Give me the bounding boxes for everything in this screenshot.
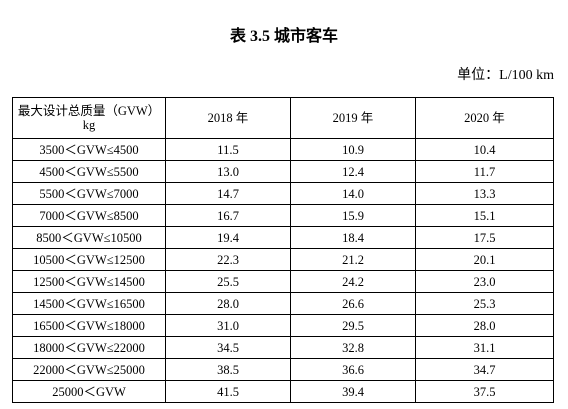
value-cell: 23.0 xyxy=(415,270,554,293)
row-label: 5500＜GVW≤7000 xyxy=(12,182,166,205)
data-row: 18000＜GVW≤22000 34.5 32.8 31.1 xyxy=(12,336,554,359)
value-cell: 11.5 xyxy=(165,138,291,161)
value-cell: 15.9 xyxy=(290,204,416,227)
value-cell: 29.5 xyxy=(290,314,416,337)
data-row: 10500＜GVW≤12500 22.3 21.2 20.1 xyxy=(12,248,554,271)
value-cell: 38.5 xyxy=(165,358,291,381)
column-header: 2020 年 xyxy=(415,97,554,139)
data-row: 3500＜GVW≤4500 11.5 10.9 10.4 xyxy=(12,138,554,161)
row-label: 16500＜GVW≤18000 xyxy=(12,314,166,337)
row-label: 10500＜GVW≤12500 xyxy=(12,248,166,271)
value-cell: 25.3 xyxy=(415,292,554,315)
data-row: 25000＜GVW 41.5 39.4 37.5 xyxy=(12,380,554,403)
header-row: 最大设计总质量（GVW） kg 2018 年 2019 年 2020 年 xyxy=(12,97,554,139)
data-row: 16500＜GVW≤18000 31.0 29.5 28.0 xyxy=(12,314,554,337)
data-row: 14500＜GVW≤16500 28.0 26.6 25.3 xyxy=(12,292,554,315)
value-cell: 19.4 xyxy=(165,226,291,249)
value-cell: 14.7 xyxy=(165,182,291,205)
data-row: 8500＜GVW≤10500 19.4 18.4 17.5 xyxy=(12,226,554,249)
data-row: 12500＜GVW≤14500 25.5 24.2 23.0 xyxy=(12,270,554,293)
row-label: 25000＜GVW xyxy=(12,380,166,403)
value-cell: 28.0 xyxy=(165,292,291,315)
value-cell: 28.0 xyxy=(415,314,554,337)
value-cell: 25.5 xyxy=(165,270,291,293)
row-label: 18000＜GVW≤22000 xyxy=(12,336,166,359)
corner-line: kg xyxy=(82,118,96,132)
value-cell: 10.4 xyxy=(415,138,554,161)
value-cell: 41.5 xyxy=(165,380,291,403)
data-row: 5500＜GVW≤7000 14.7 14.0 13.3 xyxy=(12,182,554,205)
unit-label: 单位：L/100 km xyxy=(457,68,554,83)
value-cell: 26.6 xyxy=(290,292,416,315)
data-table: 最大设计总质量（GVW） kg 2018 年 2019 年 2020 年 3500＜GVW… xyxy=(12,97,554,403)
value-cell: 31.1 xyxy=(415,336,554,359)
value-cell: 34.5 xyxy=(165,336,291,359)
value-cell: 24.2 xyxy=(290,270,416,293)
value-cell: 10.9 xyxy=(290,138,416,161)
data-row: 4500＜GVW≤5500 13.0 12.4 11.7 xyxy=(12,160,554,183)
data-row: 22000＜GVW≤25000 38.5 36.6 34.7 xyxy=(12,358,554,381)
row-label: 8500＜GVW≤10500 xyxy=(12,226,166,249)
value-cell: 11.7 xyxy=(415,160,554,183)
value-cell: 15.1 xyxy=(415,204,554,227)
value-cell: 12.4 xyxy=(290,160,416,183)
column-header: 2018 年 xyxy=(165,97,291,139)
value-cell: 20.1 xyxy=(415,248,554,271)
row-label: 12500＜GVW≤14500 xyxy=(12,270,166,293)
value-cell: 36.6 xyxy=(290,358,416,381)
value-cell: 13.0 xyxy=(165,160,291,183)
value-cell: 16.7 xyxy=(165,204,291,227)
value-cell: 21.2 xyxy=(290,248,416,271)
value-cell: 17.5 xyxy=(415,226,554,249)
row-label: 4500＜GVW≤5500 xyxy=(12,160,166,183)
data-row: 7000＜GVW≤8500 16.7 15.9 15.1 xyxy=(12,204,554,227)
value-cell: 18.4 xyxy=(290,226,416,249)
column-header: 2019 年 xyxy=(290,97,416,139)
value-cell: 34.7 xyxy=(415,358,554,381)
row-label: 7000＜GVW≤8500 xyxy=(12,204,166,227)
value-cell: 13.3 xyxy=(415,182,554,205)
row-label: 22000＜GVW≤25000 xyxy=(12,358,166,381)
value-cell: 37.5 xyxy=(415,380,554,403)
row-label: 3500＜GVW≤4500 xyxy=(12,138,166,161)
value-cell: 14.0 xyxy=(290,182,416,205)
value-cell: 39.4 xyxy=(290,380,416,403)
value-cell: 31.0 xyxy=(165,314,291,337)
corner-line: 最大设计总质量（GVW） xyxy=(17,104,161,118)
row-label: 14500＜GVW≤16500 xyxy=(12,292,166,315)
value-cell: 22.3 xyxy=(165,248,291,271)
corner-cell: 最大设计总质量（GVW） kg xyxy=(12,97,166,139)
value-cell: 32.8 xyxy=(290,336,416,359)
table-title: 表 3.5 城市客车 xyxy=(229,28,338,45)
